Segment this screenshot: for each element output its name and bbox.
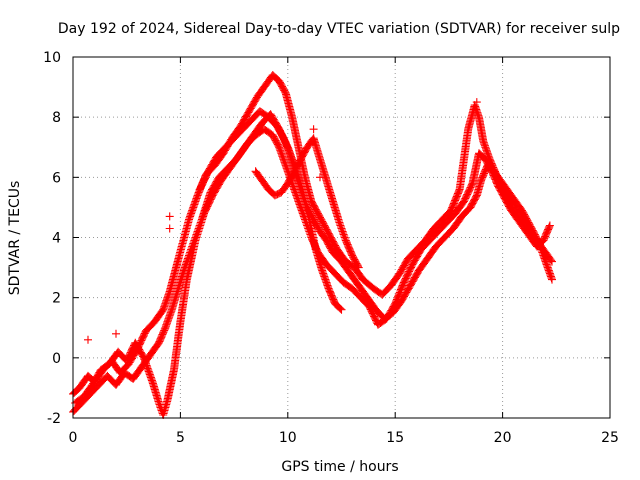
chart-title: Day 192 of 2024, Sidereal Day-to-day VTE…: [58, 21, 620, 37]
data-point: [547, 256, 556, 265]
data-point: [335, 303, 344, 312]
outlier-point: [165, 224, 174, 233]
outlier-point: [309, 137, 318, 146]
data-point: [545, 222, 554, 231]
data-point: [545, 221, 554, 230]
data-point: [336, 304, 345, 313]
y-tick-label: 6: [52, 170, 61, 186]
y-axis-label: SDTVAR / TECUs: [7, 181, 23, 296]
outlier-point: [165, 212, 174, 221]
x-tick-label: 20: [494, 430, 512, 446]
y-tick-label: 0: [52, 351, 61, 367]
outlier-point: [112, 329, 120, 338]
y-tick-label: 2: [52, 291, 61, 307]
outlier-point: [472, 98, 481, 107]
x-tick-label: 0: [69, 430, 78, 446]
data-point: [548, 257, 556, 266]
y-tick-label: 10: [43, 50, 61, 66]
y-tick-label: -2: [47, 411, 61, 427]
plot-frame: [72, 56, 611, 419]
outlier-point: [84, 335, 92, 344]
x-tick-label: 25: [601, 430, 619, 446]
outlier-point: [316, 173, 324, 182]
data-point: [354, 262, 362, 271]
y-tick-label: 8: [52, 110, 61, 126]
x-tick-label: 10: [279, 430, 297, 446]
x-axis-label: GPS time / hours: [281, 459, 398, 475]
data-points: [69, 71, 556, 419]
data-point: [337, 305, 346, 314]
y-tick-label: 4: [52, 231, 61, 247]
data-point: [354, 263, 363, 272]
x-tick-label: 5: [176, 430, 185, 446]
data-point: [548, 275, 556, 284]
outlier-point: [309, 125, 318, 134]
x-tick-label: 15: [386, 430, 404, 446]
